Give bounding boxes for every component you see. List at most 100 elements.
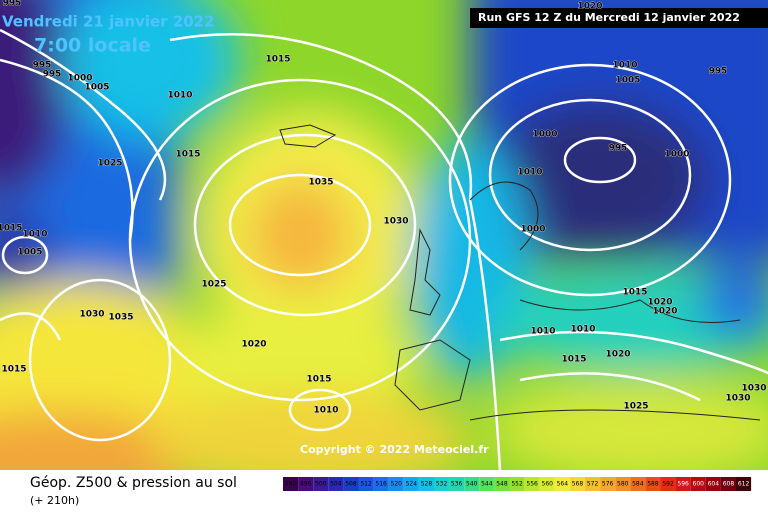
isobar-label: 1015 (175, 150, 200, 160)
legend-label: 516 (375, 481, 387, 488)
legend-swatch (705, 477, 721, 491)
legend-label: 492 (285, 481, 297, 488)
legend-swatch (283, 477, 299, 491)
isobar-label: 1035 (108, 313, 133, 323)
legend-label: 596 (677, 481, 689, 488)
legend: 492 496 500 504 508 512 516 520 524 528 532 536 540 5… (283, 477, 752, 491)
isobar-label: 1010 (517, 168, 542, 178)
isobar-label: 1005 (615, 76, 640, 86)
isobar-label: 1030 (79, 310, 104, 320)
isobar-label: 1000 (67, 74, 92, 84)
legend-label: 520 (391, 481, 403, 488)
coastlines (279, 124, 761, 421)
footer-title: Géop. Z500 & pression au sol (30, 475, 237, 491)
isobar-label: 1010 (167, 91, 192, 101)
legend-label: 528 (421, 481, 433, 488)
legend-swatch (690, 477, 706, 491)
isobar-label: 1015 (1, 365, 26, 375)
isobar-label: 1025 (623, 402, 648, 412)
isobar-label: 1020 (577, 2, 602, 12)
legend-swatch (434, 477, 450, 491)
isobar-label: 1020 (605, 350, 630, 360)
legend-swatch (298, 477, 314, 491)
isobar-label: 1015 (306, 375, 331, 385)
legend-swatch (645, 477, 661, 491)
legend-label: 576 (602, 481, 614, 488)
isobar-label: 1015 (561, 355, 586, 365)
isobar-label: 1010 (530, 327, 555, 337)
isobar-label: 1000 (664, 150, 689, 160)
legend-label: 584 (632, 481, 644, 488)
legend-swatch (449, 477, 465, 491)
legend-label: 604 (708, 481, 720, 488)
legend-swatch (720, 477, 736, 491)
legend-label: 512 (360, 481, 372, 488)
isobar-label: 1015 (265, 55, 290, 65)
isobar-label: 995 (33, 61, 52, 71)
legend-label: 496 (300, 481, 312, 488)
copyright: Copyright © 2022 Meteociel.fr (300, 443, 489, 456)
legend-label: 544 (481, 481, 493, 488)
legend-swatch (569, 477, 585, 491)
legend-label: 532 (436, 481, 448, 488)
isobar-label: 1005 (84, 83, 109, 93)
legend-swatch (554, 477, 570, 491)
legend-label: 580 (617, 481, 629, 488)
isobar-label: 1010 (570, 325, 595, 335)
legend-label: 592 (662, 481, 674, 488)
legend-swatch (509, 477, 525, 491)
isobar-label: 1015 (622, 288, 647, 298)
isobar-label: 1000 (532, 130, 557, 140)
legend-swatch (494, 477, 510, 491)
legend-swatch (358, 477, 374, 491)
legend-label: 556 (526, 481, 538, 488)
isobar-label: 1025 (201, 280, 226, 290)
legend-swatch (585, 477, 601, 491)
legend-label: 552 (511, 481, 523, 488)
legend-label: 500 (315, 481, 327, 488)
legend-swatch (736, 477, 752, 491)
legend-label: 568 (572, 481, 584, 488)
isobar-label: 1015 (0, 224, 23, 234)
legend-swatch (403, 477, 419, 491)
isobar-label: 995 (43, 70, 62, 80)
isobar-label: 995 (3, 0, 22, 9)
legend-swatch (464, 477, 480, 491)
isobar-label: 1020 (652, 307, 677, 317)
isobar-label: 1025 (97, 159, 122, 169)
isobar-label: 1000 (520, 225, 545, 235)
legend-swatch (675, 477, 691, 491)
legend-swatch (313, 477, 329, 491)
legend-label: 536 (451, 481, 463, 488)
isobars (0, 28, 768, 470)
date-text: Vendredi 21 janvier 2022 (2, 13, 215, 31)
legend-swatch (418, 477, 434, 491)
isobar-label: 1005 (17, 248, 42, 258)
isobar-label: 1030 (725, 394, 750, 404)
isobar-label: 1020 (241, 340, 266, 350)
isobar-label: 995 (609, 144, 628, 154)
legend-swatch (388, 477, 404, 491)
legend-label: 572 (587, 481, 599, 488)
legend-swatch (600, 477, 616, 491)
legend-swatch (660, 477, 676, 491)
legend-swatch (539, 477, 555, 491)
isobar-label: 1010 (612, 61, 637, 71)
time-text: 7:00 locale (34, 35, 151, 57)
legend-label: 504 (330, 481, 342, 488)
legend-swatch (524, 477, 540, 491)
legend-label: 548 (496, 481, 508, 488)
isobar-label: 1030 (741, 384, 766, 394)
footer-lead: (+ 210h) (30, 494, 79, 507)
legend-label: 608 (723, 481, 735, 488)
legend-swatch (373, 477, 389, 491)
legend-label: 588 (647, 481, 659, 488)
legend-label: 560 (542, 481, 554, 488)
legend-label: 600 (693, 481, 705, 488)
legend-swatch (479, 477, 495, 491)
isobar-label: 1020 (647, 298, 672, 308)
isobar-label: 1035 (308, 178, 333, 188)
legend-label: 524 (406, 481, 418, 488)
